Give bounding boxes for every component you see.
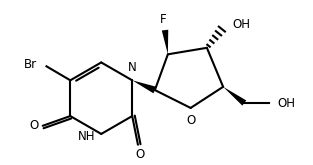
- Text: O: O: [186, 114, 195, 127]
- Text: F: F: [160, 13, 167, 26]
- Polygon shape: [223, 87, 246, 106]
- Text: Br: Br: [24, 58, 37, 71]
- Text: OH: OH: [233, 18, 251, 31]
- Polygon shape: [162, 30, 168, 54]
- Text: NH: NH: [78, 130, 95, 143]
- Text: O: O: [29, 119, 39, 132]
- Text: N: N: [128, 62, 136, 74]
- Text: O: O: [135, 148, 144, 161]
- Polygon shape: [132, 80, 156, 93]
- Text: OH: OH: [278, 97, 296, 110]
